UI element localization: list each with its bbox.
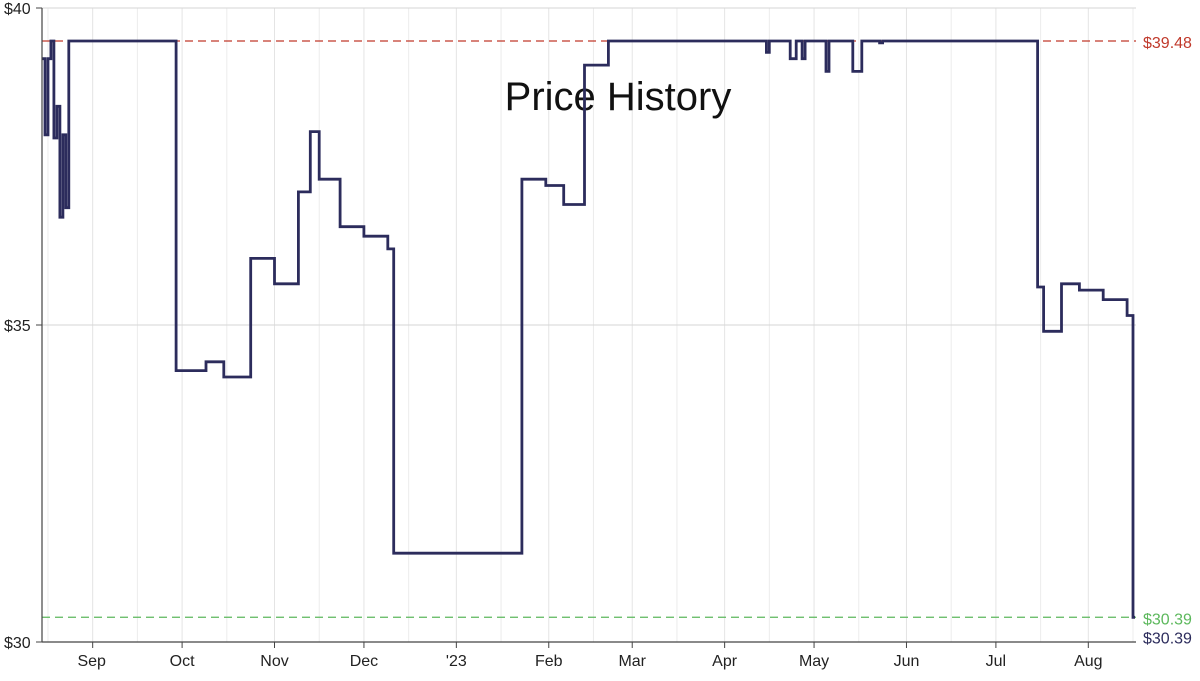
series xyxy=(42,39,1135,619)
x-tick-label: '23 xyxy=(446,653,467,670)
reference-line-label: $30.39 xyxy=(1143,611,1192,628)
reference-lines xyxy=(42,40,1136,618)
y-tick-label: $35 xyxy=(4,318,31,335)
x-tick-label: Aug xyxy=(1074,653,1102,670)
x-tick-label: Sep xyxy=(77,653,106,670)
chart-title: Price History xyxy=(505,75,732,119)
current-price-label: $30.39 xyxy=(1143,630,1192,647)
price-series-line xyxy=(42,39,1135,619)
y-tick-label: $30 xyxy=(4,635,31,652)
x-tick-label: Apr xyxy=(712,653,738,670)
x-tick-label: Jul xyxy=(986,653,1006,670)
x-tick-label: Feb xyxy=(535,653,563,670)
x-tick-label: Mar xyxy=(618,653,646,670)
y-tick-label: $40 xyxy=(4,1,31,18)
x-tick-label: May xyxy=(799,653,829,670)
x-tick-label: Jun xyxy=(894,653,920,670)
x-tick-label: Dec xyxy=(350,653,378,670)
tick-labels: $40 $35 $30 Sep Oct Nov Dec '23 Feb Mar Apr May Jun J… xyxy=(4,1,1192,670)
x-tick-label: Nov xyxy=(260,653,288,670)
x-tick-label: Oct xyxy=(170,653,195,670)
reference-line-label: $39.48 xyxy=(1143,35,1192,52)
axes xyxy=(36,7,1136,648)
grid xyxy=(42,7,1136,643)
